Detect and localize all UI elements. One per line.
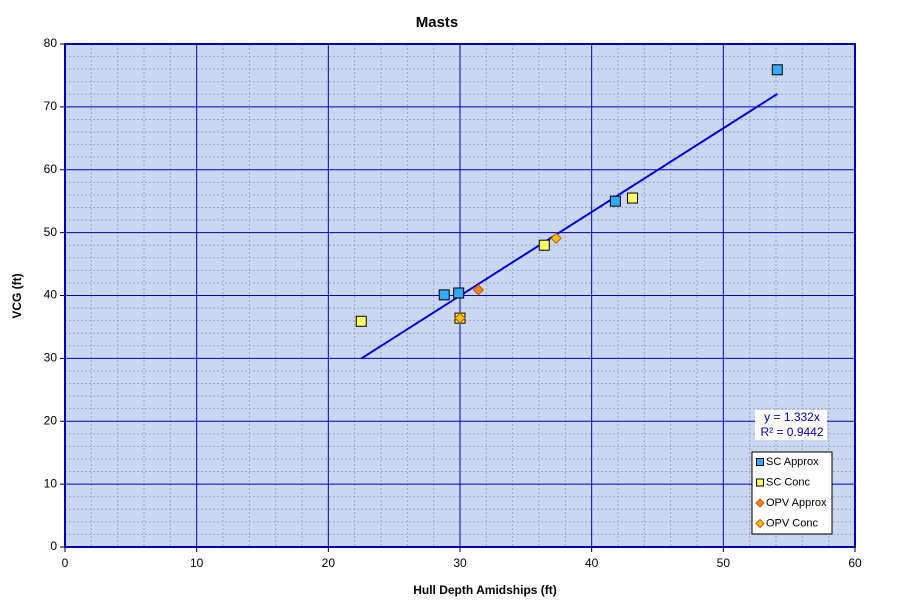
plot-area: 0 10 20 30 40 50 60 0 10 20 30 40 50 60 70 80 y = 1.332x… bbox=[44, 36, 862, 570]
point bbox=[472, 284, 485, 296]
point bbox=[538, 239, 550, 251]
point bbox=[438, 289, 450, 301]
legend-marker bbox=[756, 478, 764, 487]
legend-box bbox=[751, 451, 833, 535]
x-tick-label: 0 bbox=[62, 556, 69, 570]
x-tick-label: 50 bbox=[717, 556, 731, 570]
x-tick-label: 10 bbox=[190, 556, 204, 570]
y-tick-label: 70 bbox=[44, 99, 58, 113]
trendline bbox=[360, 93, 778, 360]
trend-label-bg bbox=[755, 410, 827, 440]
legend-marker bbox=[755, 518, 765, 529]
y-tick-label: 0 bbox=[50, 539, 57, 553]
legend-label: OPV Approx bbox=[766, 497, 827, 509]
point bbox=[609, 195, 621, 207]
legend-marker bbox=[755, 498, 765, 508]
y-tick-label: 50 bbox=[44, 225, 58, 239]
x-tick-label: 60 bbox=[848, 556, 862, 570]
legend-label: OPV Conc bbox=[766, 517, 818, 529]
legend-marker bbox=[756, 458, 764, 466]
point bbox=[550, 232, 562, 244]
y-axis-title: VCG (ft) bbox=[10, 273, 24, 318]
x-axis-title: Hull Depth Amidships (ft) bbox=[413, 583, 557, 597]
trend-equation: y = 1.332x bbox=[764, 410, 820, 424]
plot-border bbox=[64, 43, 856, 548]
y-tick-label: 20 bbox=[44, 413, 58, 427]
legend-label: SC Approx bbox=[766, 456, 819, 468]
legend-label: SC Conc bbox=[766, 476, 811, 488]
y-tick-label: 10 bbox=[44, 476, 58, 490]
y-tick-label: 30 bbox=[44, 351, 58, 365]
x-tick-label: 40 bbox=[585, 556, 599, 570]
point bbox=[453, 287, 465, 299]
trend-r-squared: R² = 0.9442 bbox=[760, 425, 823, 439]
y-tick-label: 40 bbox=[44, 288, 58, 302]
y-tick-label: 60 bbox=[44, 162, 58, 176]
y-tick-label: 80 bbox=[44, 36, 58, 50]
point bbox=[771, 64, 783, 76]
x-tick-label: 30 bbox=[453, 556, 467, 570]
x-tick-label: 20 bbox=[322, 556, 336, 570]
point bbox=[626, 192, 638, 204]
chart-title: Masts bbox=[416, 14, 459, 31]
point bbox=[355, 315, 367, 327]
point bbox=[454, 312, 466, 324]
